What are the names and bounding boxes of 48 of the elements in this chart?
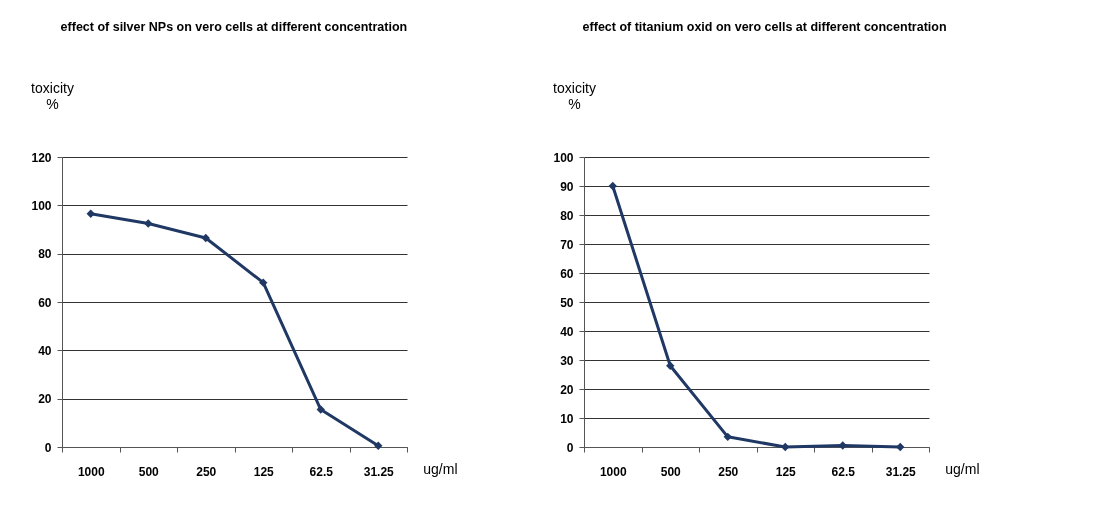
y-tick-label: 100	[553, 150, 574, 165]
y-axis-title: toxicity %	[31, 79, 74, 112]
point	[896, 442, 905, 452]
y-tick-label: 40	[38, 343, 52, 358]
y-tick-label: 0	[44, 440, 52, 455]
point	[259, 278, 268, 287]
x-tick-label: 250	[718, 464, 739, 479]
y-tick-label: 40	[560, 324, 574, 339]
x-axis-title: ug/ml	[945, 460, 980, 477]
chart-title: effect of silver NPs on vero cells at different concentration	[60, 19, 408, 34]
x-tick-label: 1000	[599, 464, 627, 479]
y-tick-label: 90	[560, 179, 574, 194]
y-tick-label: 20	[38, 392, 52, 407]
chart-title: effect of titanium oxid on vero cells at different concentration	[582, 19, 947, 34]
point	[608, 181, 617, 191]
x-tick-label: 1000	[77, 464, 105, 479]
y-tick-label: 120	[31, 150, 52, 165]
y-tick-label: 80	[560, 208, 574, 223]
y-tick-label: 60	[560, 266, 574, 281]
point	[666, 361, 675, 370]
y-tick-label: 60	[38, 295, 52, 310]
x-tick-label: 500	[138, 464, 160, 479]
y-tick-label: 100	[31, 198, 52, 213]
point	[374, 441, 383, 450]
x-tick-label: 125	[775, 464, 797, 479]
x-tick-label: 500	[660, 464, 682, 479]
point	[838, 441, 847, 450]
point	[316, 405, 325, 414]
y-tick-label: 0	[566, 440, 574, 455]
x-tick-label: 62.5	[309, 464, 334, 479]
x-tick-label: 62.5	[831, 464, 856, 479]
x-tick-label: 250	[196, 464, 217, 479]
y-tick-label: 30	[560, 353, 574, 368]
y-tick-label: 50	[560, 295, 574, 310]
point	[86, 209, 95, 218]
point	[723, 432, 732, 442]
x-tick-label: 31.25	[885, 464, 917, 479]
point	[201, 233, 210, 243]
point	[781, 442, 790, 452]
x-tick-label: 31.25	[363, 464, 395, 479]
y-tick-label: 70	[560, 237, 574, 252]
x-axis-title: ug/ml	[423, 460, 458, 477]
y-axis-title: toxicity %	[553, 79, 596, 112]
y-tick-label: 80	[38, 247, 52, 262]
x-tick-label: 125	[253, 464, 275, 479]
y-tick-label: 10	[560, 411, 574, 426]
y-tick-label: 20	[560, 382, 574, 397]
point	[144, 219, 153, 228]
